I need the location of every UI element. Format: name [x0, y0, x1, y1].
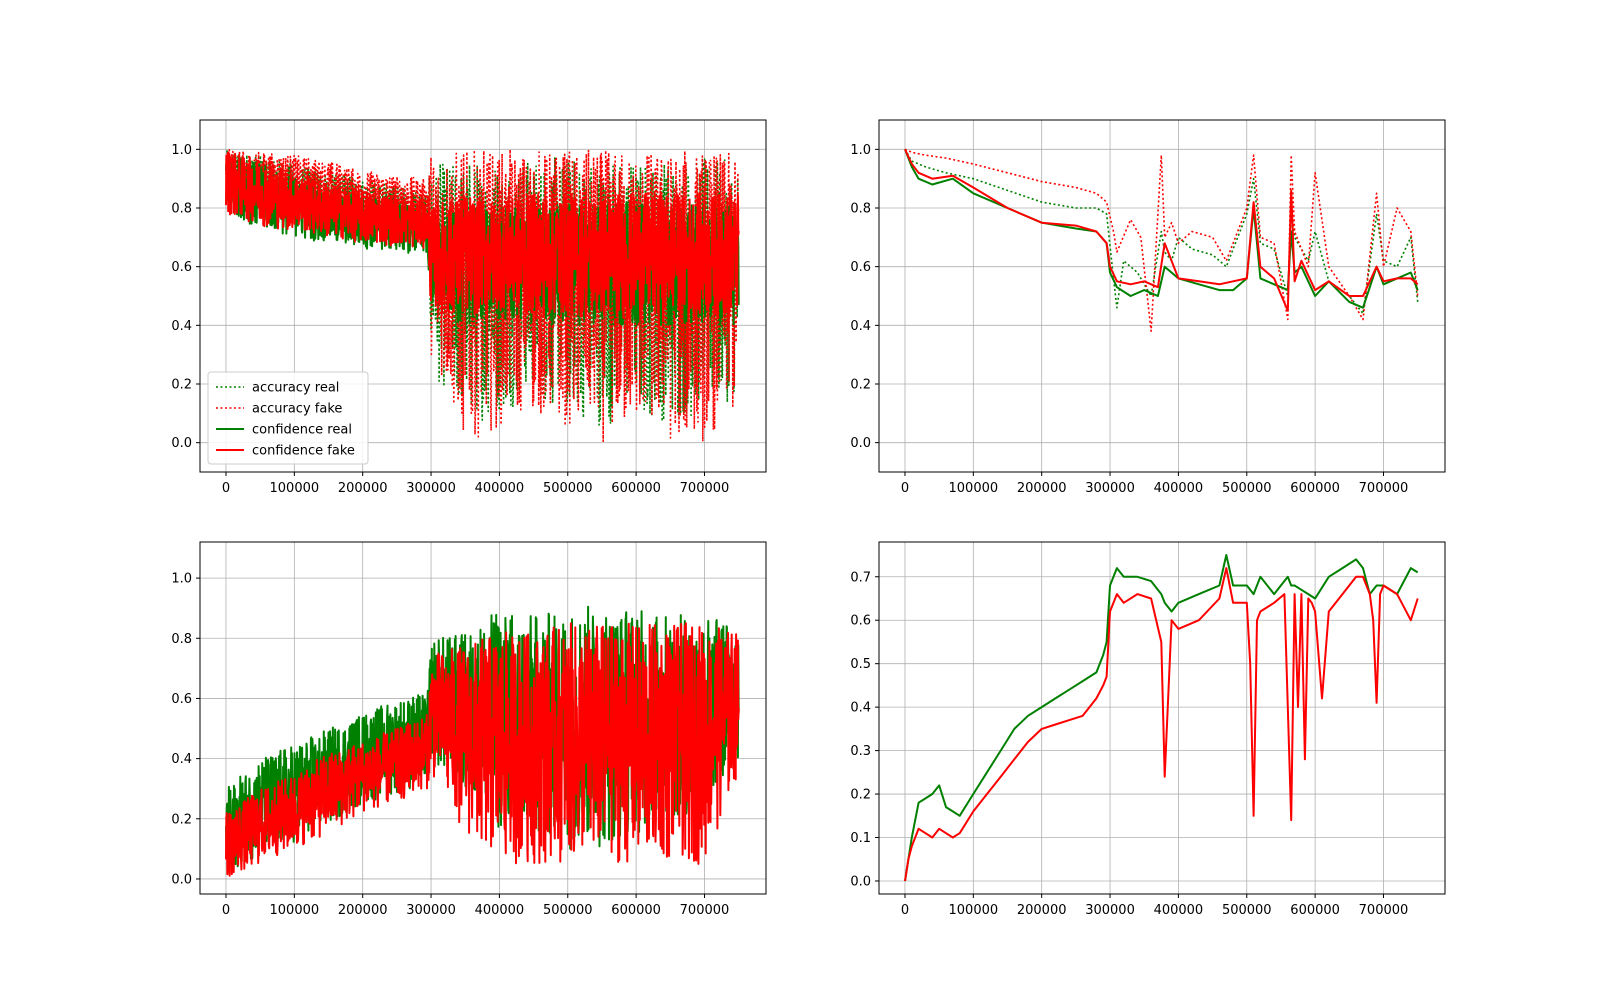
x-tick-label: 500000: [1222, 481, 1272, 496]
x-tick-label: 500000: [543, 481, 593, 496]
x-tick-label: 700000: [680, 481, 730, 496]
x-tick-label: 200000: [338, 481, 388, 496]
x-tick-label: 0: [901, 903, 909, 918]
y-tick-label: 0.6: [171, 260, 192, 275]
series-line-1: [904, 567, 1419, 882]
y-tick-label: 1.0: [171, 572, 192, 587]
y-tick-label: 0.0: [171, 872, 192, 887]
x-tick-label: 700000: [1359, 903, 1409, 918]
x-tick-label: 0: [222, 481, 230, 496]
plot-bottom-right: 0 100000 200000 300000 400000 500000 600000 700…: [850, 541, 1446, 918]
y-tick-label: 0.0: [850, 436, 871, 451]
x-tick-label: 0: [901, 481, 909, 496]
x-tick-label: 600000: [1290, 903, 1340, 918]
x-tick-label: 300000: [406, 903, 456, 918]
x-tick-label: 100000: [949, 903, 999, 918]
plot-bottom-left: 0 100000 200000 300000 400000 500000 600000 700…: [171, 541, 767, 918]
y-tick-label: 0.2: [171, 812, 192, 827]
x-tick-label: 300000: [1085, 903, 1135, 918]
x-tick-label: 200000: [1017, 481, 1067, 496]
x-tick-label: 300000: [406, 481, 456, 496]
x-tick-label: 400000: [475, 481, 525, 496]
x-tick-label: 600000: [611, 481, 661, 496]
y-tick-label: 0.4: [850, 701, 871, 716]
y-tick-label: 0.2: [850, 378, 871, 393]
legend-box: [207, 371, 369, 465]
y-tick-label: 1.0: [171, 143, 192, 158]
plot-top-right: 0 100000 200000 300000 400000 500000 600000 700…: [850, 119, 1446, 496]
series-line-3: [904, 148, 1419, 312]
y-tick-label: 0.1: [850, 831, 871, 846]
legend-label: accuracy fake: [252, 402, 342, 417]
y-tick-label: 0.6: [850, 260, 871, 275]
x-tick-label: 500000: [543, 903, 593, 918]
axes-frame: [199, 541, 767, 895]
y-tick-label: 0.3: [850, 744, 871, 759]
y-tick-label: 0.4: [171, 319, 192, 334]
series-line-1: [904, 148, 1419, 332]
plot-top-left: 0 100000 200000 300000 400000 500000 600000 700…: [171, 119, 767, 496]
y-tick-label: 0.7: [850, 570, 871, 585]
y-tick-label: 0.0: [171, 436, 192, 451]
legend-label: accuracy real: [252, 381, 339, 396]
x-tick-label: 600000: [1290, 481, 1340, 496]
x-tick-label: 100000: [270, 481, 320, 496]
x-tick-label: 700000: [1359, 481, 1409, 496]
x-tick-label: 0: [222, 903, 230, 918]
x-tick-label: 600000: [611, 903, 661, 918]
y-tick-label: 0.4: [171, 752, 192, 767]
series-line-1: [225, 622, 740, 877]
x-tick-label: 400000: [1154, 903, 1204, 918]
y-tick-label: 0.6: [850, 614, 871, 629]
x-tick-label: 400000: [475, 903, 525, 918]
y-tick-label: 0.2: [171, 378, 192, 393]
y-tick-label: 0.4: [850, 319, 871, 334]
x-tick-label: 300000: [1085, 481, 1135, 496]
series-line-3: [225, 151, 740, 321]
series-line-0: [904, 554, 1419, 882]
y-tick-label: 0.8: [171, 202, 192, 217]
x-tick-label: 200000: [338, 903, 388, 918]
x-tick-label: 400000: [1154, 481, 1204, 496]
y-tick-label: 0.0: [850, 874, 871, 889]
y-tick-label: 0.6: [171, 692, 192, 707]
legend-label: confidence fake: [252, 444, 355, 459]
y-tick-label: 0.8: [850, 202, 871, 217]
x-tick-label: 100000: [949, 481, 999, 496]
x-tick-label: 500000: [1222, 903, 1272, 918]
axes-frame: [199, 119, 767, 473]
x-tick-label: 700000: [680, 903, 730, 918]
axes-frame: [878, 541, 1446, 895]
legend: accuracy real accuracy fake confidence rea…: [207, 371, 369, 465]
y-tick-label: 0.5: [850, 657, 871, 672]
x-tick-label: 200000: [1017, 903, 1067, 918]
y-tick-label: 0.2: [850, 788, 871, 803]
y-tick-label: 0.8: [171, 632, 192, 647]
legend-label: confidence real: [252, 423, 352, 438]
axes-frame: [878, 119, 1446, 473]
x-tick-label: 100000: [270, 903, 320, 918]
y-tick-label: 1.0: [850, 143, 871, 158]
